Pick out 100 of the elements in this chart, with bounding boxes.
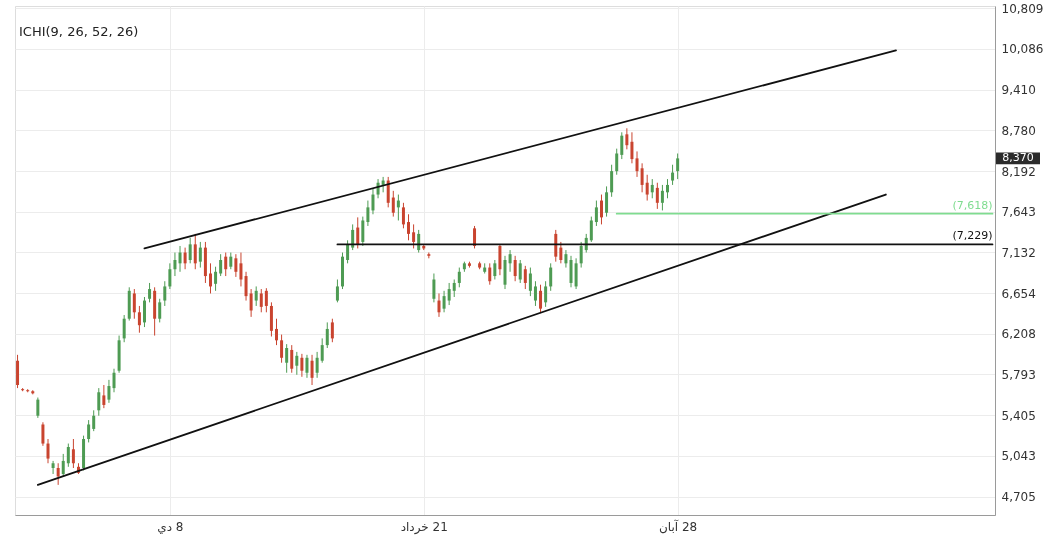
y-tick-label: 6,208 [1001,327,1036,342]
candlestick [432,272,436,303]
candlestick [122,314,126,343]
y-tick-label: 8,780 [1001,123,1036,138]
candlestick [412,223,416,249]
candlestick [640,162,644,193]
candlestick [665,178,669,199]
candlestick [275,318,278,346]
candlestick [620,131,624,160]
candlestick [508,249,512,273]
y-tick-label: 10,086 [1001,42,1044,57]
y-tick-label: 4,705 [1001,490,1036,505]
candlestick [249,288,253,318]
candlestick [447,282,451,306]
y-tick-label: 9,410 [1001,83,1036,98]
candlestick [589,216,593,243]
candlestick [407,213,411,241]
candlestick [518,259,522,284]
candlestick [107,379,111,404]
candlestick [280,334,284,364]
candlestick [219,253,223,277]
candlestick [97,387,101,417]
candlestick [569,255,573,288]
candlestick [234,253,238,278]
candlestick [320,337,324,364]
candlestick [599,194,603,225]
candlestick [148,282,152,303]
candlestick [102,384,106,409]
text: 8,370 [1002,151,1034,165]
candlestick [437,292,441,318]
candlestick [224,252,228,277]
candlestick [386,176,390,208]
candlestick [87,419,91,443]
y-tick-label: 10,809 [1001,1,1044,16]
candlestick [671,164,675,186]
candlestick [493,259,497,280]
candlestick [528,267,532,297]
candlestick [605,185,609,218]
x-tick-label: 21 خرداد [400,519,448,535]
candlestick [615,148,619,176]
annotation: ICHI(9, 26, 52, 26) [19,24,139,39]
candlestick [56,462,60,486]
candlestick [533,280,537,307]
candlestick [259,288,263,313]
candlestick [635,150,639,178]
candlestick [544,280,548,308]
candlestick [163,280,167,307]
candlestick [208,262,212,294]
candlestick [488,262,492,286]
candlestick [178,245,182,273]
candlestick [391,190,395,218]
candlestick [325,321,329,349]
y-tick-label: 5,043 [1001,449,1036,464]
y-tick-label: 6,654 [1001,286,1036,301]
candlestick [158,298,162,323]
candlestick [442,290,446,313]
candlestick [137,305,141,334]
candlestick [559,241,563,264]
candlestick [173,252,177,277]
candlestick [625,127,629,150]
candlestick [335,279,339,303]
candlestick [264,287,268,313]
candlestick [346,239,350,264]
candlestick [142,296,146,328]
candlestick [523,265,527,290]
y-tick-label: 7,643 [1001,205,1036,220]
candlestick [310,354,314,386]
candlestick [539,284,543,314]
candlestick [36,397,40,419]
candlestick [498,243,502,276]
candlestick [579,241,583,269]
candlestick [676,152,680,180]
candlestick [239,252,243,287]
candlestick [244,271,248,302]
candlestick [351,223,355,251]
candlestick [457,267,461,288]
candlestick [630,131,634,164]
x-tick-label: 8 دي [157,519,184,534]
candlestick [655,182,659,210]
candlestick [71,438,75,469]
candlestick [193,233,197,270]
y-tick-label: 5,405 [1001,408,1036,423]
candlestick [51,460,55,475]
candlestick [112,368,116,393]
candlestick [198,241,202,269]
candlestick [660,184,664,211]
candlestick [66,443,70,468]
candlestick [92,409,96,432]
y-tick-label: 5,793 [1001,367,1036,382]
candlestick [315,351,319,379]
candlestick [61,453,65,477]
candlestick [330,318,334,343]
series-label: (7,618) [952,198,993,212]
candlestick [295,351,299,376]
candlestick [564,249,568,269]
candlestick [574,257,578,290]
candlestick [645,174,649,202]
candlestick [46,438,50,464]
candlestick [513,255,517,282]
candlestick [554,229,558,263]
